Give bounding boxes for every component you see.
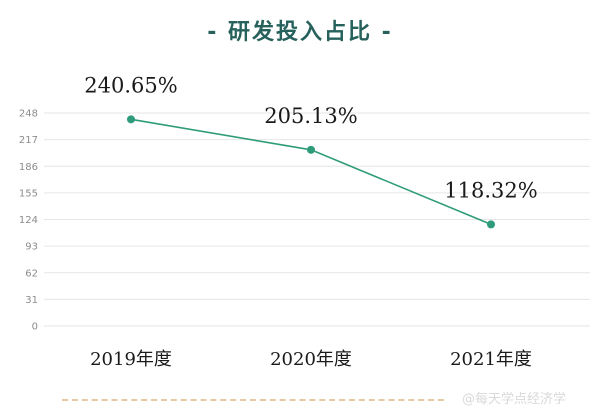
- data-point: [307, 145, 315, 154]
- y-tick-label: 155: [19, 188, 38, 199]
- x-category-label: 2019年度: [90, 349, 172, 370]
- x-category-label: 2020年度: [270, 349, 352, 370]
- data-point-layer: [127, 115, 495, 229]
- y-tick-label: 0: [32, 322, 38, 333]
- y-tick-label: 217: [19, 135, 38, 146]
- data-label: 118.32%: [444, 178, 537, 202]
- x-axis-labels: 2019年度 2020年度 2021年度: [90, 349, 532, 370]
- data-point: [127, 115, 135, 124]
- data-label: 205.13%: [264, 104, 357, 128]
- chart-title: - 研发投入占比 -: [207, 20, 393, 45]
- data-label: 240.65%: [84, 73, 177, 97]
- series-line: [130, 118, 492, 226]
- x-category-label: 2021年度: [450, 349, 532, 370]
- grid-layer: [44, 112, 590, 327]
- y-tick-label: 124: [19, 215, 38, 226]
- y-axis-ticks: 0 31 62 93 124 155 186 217 248: [19, 109, 38, 333]
- data-label-layer: 240.65% 205.13% 118.32%: [84, 73, 537, 202]
- y-tick-label: 248: [19, 109, 38, 120]
- bottom-divider: [62, 399, 444, 401]
- data-point: [487, 220, 495, 229]
- y-tick-label: 31: [25, 295, 38, 306]
- y-tick-label: 62: [25, 268, 38, 279]
- watermark: @每天学点经济学: [462, 392, 567, 407]
- y-tick-label: 93: [25, 242, 38, 253]
- y-tick-label: 186: [19, 162, 38, 173]
- series-line-layer: [130, 118, 492, 226]
